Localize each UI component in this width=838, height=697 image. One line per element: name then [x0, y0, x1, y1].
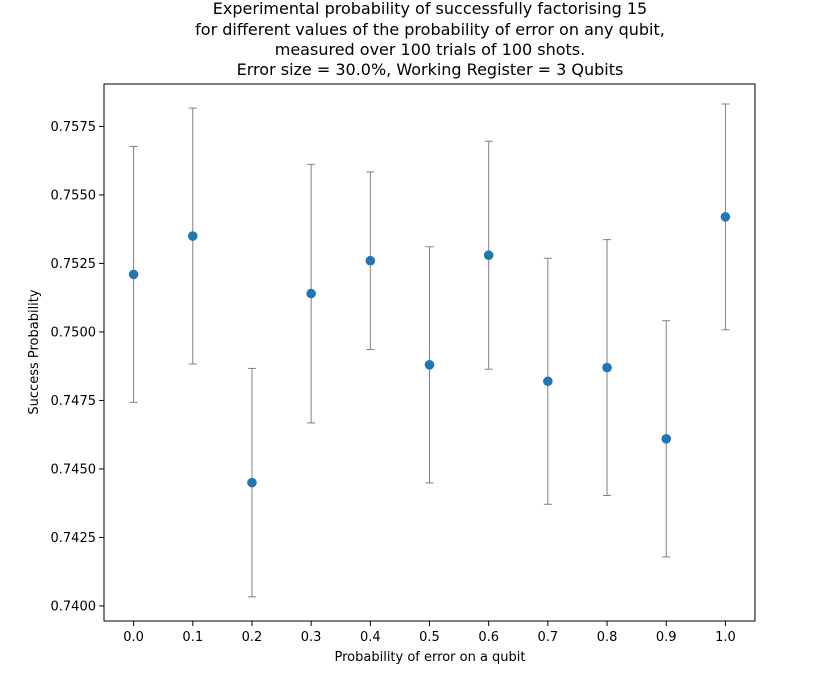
x-tick-label: 1.0	[715, 630, 736, 645]
data-point	[128, 269, 139, 280]
chart-title: Experimental probability of successfully…	[195, 0, 665, 79]
title-line-1: Experimental probability of successfully…	[213, 0, 647, 18]
data-point	[720, 212, 731, 222]
x-tick-label: 0.3	[301, 630, 322, 645]
x-tick-label: 0.5	[419, 630, 440, 645]
data-point	[543, 376, 553, 387]
y-axis: 0.7400 0.7425 0.7450 0.7475 0.7500 0.7525 0.75…	[51, 120, 104, 614]
data-point	[602, 362, 612, 373]
x-tick-label: 0.6	[478, 630, 499, 645]
errorbars	[129, 103, 730, 598]
x-tick-label: 0.2	[242, 630, 263, 645]
data-point	[247, 477, 257, 488]
x-axis: 0.0 0.1 0.2 0.3 0.4 0.5 0.6 0.7 0.8 0.9 1.0	[123, 621, 736, 645]
y-tick-label: 0.7450	[51, 462, 97, 477]
y-tick-label: 0.7500	[51, 325, 97, 340]
x-tick-label: 0.7	[538, 630, 559, 645]
data-point	[661, 434, 672, 444]
x-axis-label: Probability of error on a qubit	[335, 650, 526, 665]
y-axis-label: Success Probability	[27, 289, 42, 414]
y-tick-label: 0.7575	[51, 120, 97, 135]
y-tick-label: 0.7400	[51, 599, 97, 614]
data-point	[424, 360, 435, 370]
x-tick-label: 0.0	[123, 630, 144, 645]
title-line-2: for different values of the probability …	[195, 20, 665, 39]
title-line-3: measured over 100 trials of 100 shots.	[275, 40, 585, 59]
y-tick-label: 0.7550	[51, 188, 97, 203]
x-tick-label: 0.8	[597, 630, 618, 645]
x-tick-label: 0.1	[182, 630, 203, 645]
data-points	[128, 212, 731, 488]
title-line-4: Error size = 30.0%, Working Register = 3…	[237, 60, 624, 79]
x-tick-label: 0.9	[656, 630, 677, 645]
data-point	[306, 288, 316, 299]
y-tick-label: 0.7525	[51, 257, 97, 272]
y-tick-label: 0.7425	[51, 531, 97, 546]
data-point	[365, 255, 376, 266]
data-point	[483, 250, 494, 261]
x-tick-label: 0.4	[360, 630, 381, 645]
data-point	[187, 231, 198, 241]
y-tick-label: 0.7475	[51, 394, 97, 409]
